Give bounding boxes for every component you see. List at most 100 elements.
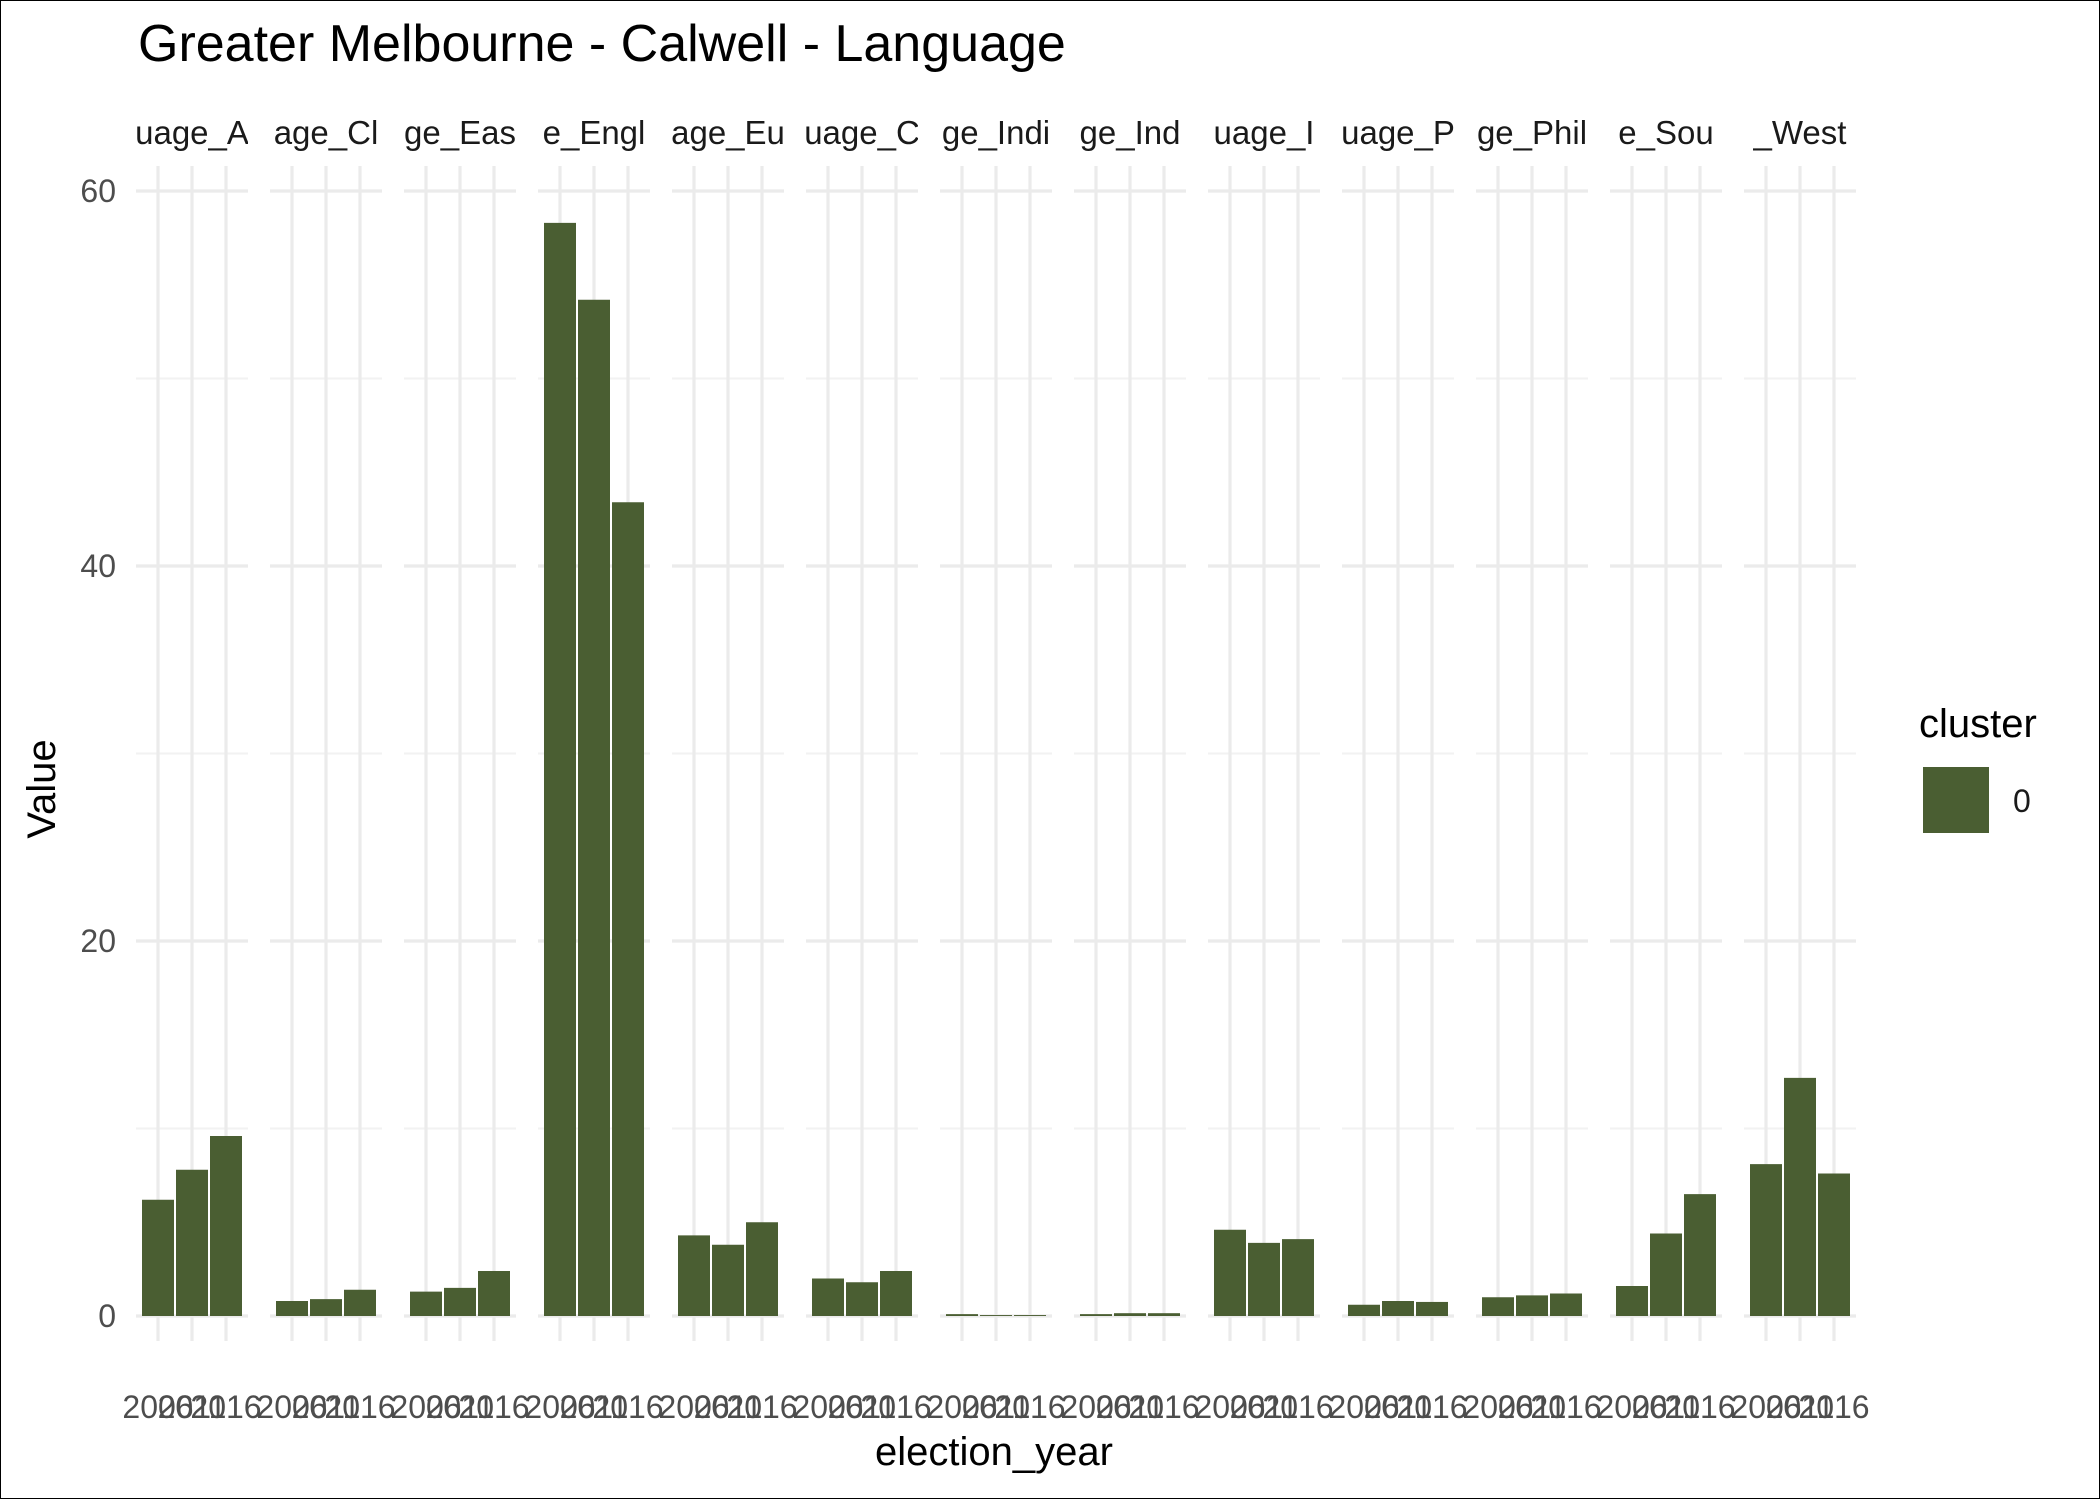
bar-4-2006: [678, 1235, 710, 1316]
x-tick-label-11-0: 2006: [1596, 1389, 1667, 1425]
bar-8-2006: [1214, 1229, 1246, 1316]
bar-0-2016: [210, 1136, 242, 1316]
bar-6-2016: [1014, 1315, 1046, 1316]
bar-7-2016: [1148, 1313, 1180, 1316]
bar-10-2006: [1482, 1297, 1514, 1316]
bar-9-2016: [1416, 1301, 1448, 1316]
legend-title: cluster: [1919, 702, 2037, 746]
bar-9-2011: [1382, 1301, 1414, 1316]
bar-0-2006: [142, 1199, 174, 1316]
bar-11-2006: [1616, 1286, 1648, 1316]
legend: cluster 0: [1919, 702, 2037, 833]
x-tick-label-5-1: 2011: [828, 1389, 897, 1425]
x-tick-label-10-2: 2016: [1530, 1389, 1601, 1425]
facet-label-3: e_Engl: [543, 114, 646, 151]
x-tick-label-7-2: 2016: [1128, 1389, 1199, 1425]
bar-12-2016: [1818, 1173, 1850, 1316]
x-tick-label-8-2: 2016: [1262, 1389, 1333, 1425]
bar-5-2011: [846, 1282, 878, 1316]
bar-1-2016: [344, 1289, 376, 1316]
x-tick-label-5-2: 2016: [860, 1389, 931, 1425]
y-tick-label-40: 40: [80, 548, 116, 584]
bar-2-2006: [410, 1291, 442, 1316]
x-tick-label-7-1: 2011: [1096, 1389, 1165, 1425]
bar-1-2006: [276, 1301, 308, 1316]
x-tick-label-12-1: 2011: [1766, 1389, 1835, 1425]
x-tick-label-5-0: 2006: [792, 1389, 863, 1425]
bar-10-2011: [1516, 1295, 1548, 1316]
x-tick-label-6-2: 2016: [994, 1389, 1065, 1425]
y-tick-label-20: 20: [80, 923, 116, 959]
bar-2-2016: [478, 1271, 510, 1316]
facet-label-12: _West: [1753, 114, 1847, 151]
facet-label-8: uage_I: [1214, 114, 1315, 151]
bar-9-2006: [1348, 1304, 1380, 1316]
bar-5-2006: [812, 1278, 844, 1316]
x-tick-label-3-2: 2016: [592, 1389, 663, 1425]
facet-label-1: age_Cl: [274, 114, 379, 151]
x-tick-label-4-1: 2011: [694, 1389, 763, 1425]
x-axis-title: election_year: [875, 1430, 1113, 1474]
bar-12-2011: [1784, 1077, 1816, 1316]
bar-6-2006: [946, 1314, 978, 1316]
bar-7-2011: [1114, 1313, 1146, 1316]
x-tick-label-0-2: 2016: [190, 1389, 261, 1425]
bar-7-2006: [1080, 1314, 1112, 1316]
x-tick-label-2-1: 2011: [426, 1389, 495, 1425]
x-tick-label-9-1: 2011: [1364, 1389, 1433, 1425]
bar-11-2016: [1684, 1194, 1716, 1316]
bar-12-2006: [1750, 1164, 1782, 1316]
bar-0-2011: [176, 1169, 208, 1316]
x-tick-label-2-2: 2016: [458, 1389, 529, 1425]
legend-key-0: [1923, 767, 1989, 833]
x-tick-label-1-1: 2011: [292, 1389, 361, 1425]
x-tick-label-9-0: 2006: [1328, 1389, 1399, 1425]
x-tick-label-6-0: 2006: [926, 1389, 997, 1425]
x-tick-label-7-0: 2006: [1060, 1389, 1131, 1425]
y-tick-label-0: 0: [98, 1298, 116, 1334]
bar-6-2011: [980, 1315, 1012, 1316]
x-tick-label-4-2: 2016: [726, 1389, 797, 1425]
x-tick-label-9-2: 2016: [1396, 1389, 1467, 1425]
facet-label-4: age_Eu: [671, 114, 785, 151]
facets-group: uage_A200620112016age_Cl200620112016ge_E…: [122, 114, 1869, 1425]
x-tick-label-11-2: 2016: [1664, 1389, 1735, 1425]
bar-8-2016: [1282, 1239, 1314, 1316]
bar-11-2011: [1650, 1233, 1682, 1316]
x-tick-label-12-2: 2016: [1798, 1389, 1869, 1425]
x-tick-label-3-1: 2011: [560, 1389, 629, 1425]
facet-label-9: uage_P: [1341, 114, 1455, 151]
x-tick-label-0-1: 2011: [158, 1389, 227, 1425]
x-tick-label-3-0: 2006: [524, 1389, 595, 1425]
facet-label-7: ge_Ind: [1080, 114, 1181, 151]
x-tick-label-10-0: 2006: [1462, 1389, 1533, 1425]
facet-label-5: uage_C: [804, 114, 920, 151]
legend-label-0: 0: [2013, 783, 2031, 819]
bar-10-2016: [1550, 1293, 1582, 1316]
x-tick-label-12-0: 2006: [1730, 1389, 1801, 1425]
y-tick-label-60: 60: [80, 173, 116, 209]
facet-label-0: uage_A: [135, 114, 249, 151]
x-tick-label-10-1: 2011: [1498, 1389, 1567, 1425]
bar-5-2016: [880, 1271, 912, 1316]
x-tick-label-8-1: 2011: [1230, 1389, 1299, 1425]
x-tick-label-0-0: 2006: [122, 1389, 193, 1425]
facet-label-6: ge_Indi: [942, 114, 1050, 151]
x-tick-label-1-0: 2006: [256, 1389, 327, 1425]
x-tick-label-11-1: 2011: [1632, 1389, 1701, 1425]
bar-3-2011: [578, 299, 610, 1316]
bar-3-2016: [612, 502, 644, 1316]
